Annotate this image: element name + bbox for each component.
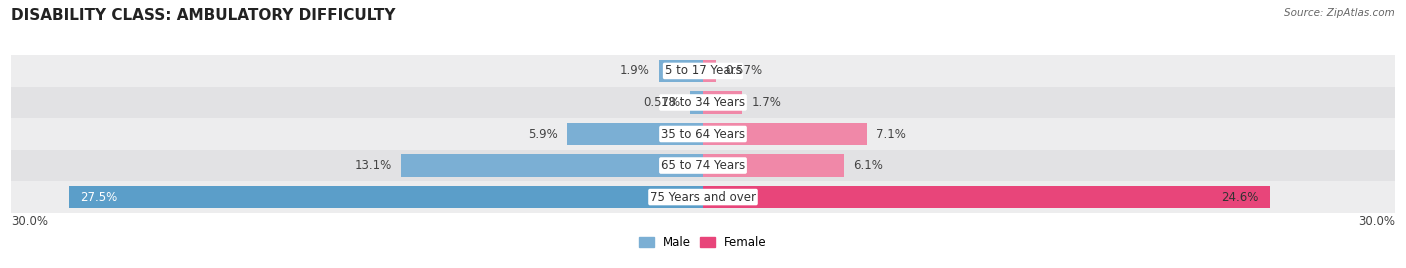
Text: 27.5%: 27.5%: [80, 191, 118, 204]
Bar: [659, 59, 703, 82]
Bar: [703, 186, 1270, 209]
Bar: [703, 91, 742, 114]
Text: 0.57%: 0.57%: [725, 64, 762, 77]
Text: 75 Years and over: 75 Years and over: [650, 191, 756, 204]
Bar: [11, 150, 1395, 181]
Text: 30.0%: 30.0%: [11, 215, 48, 228]
Bar: [401, 154, 703, 177]
Text: 13.1%: 13.1%: [354, 159, 392, 172]
Bar: [690, 91, 703, 114]
Text: 24.6%: 24.6%: [1222, 191, 1258, 204]
Text: 7.1%: 7.1%: [876, 128, 905, 140]
Bar: [703, 154, 844, 177]
Text: 18 to 34 Years: 18 to 34 Years: [661, 96, 745, 109]
Bar: [567, 123, 703, 145]
Text: 5 to 17 Years: 5 to 17 Years: [665, 64, 741, 77]
Text: 1.9%: 1.9%: [620, 64, 650, 77]
Bar: [11, 55, 1395, 87]
Text: 30.0%: 30.0%: [1358, 215, 1395, 228]
Text: 1.7%: 1.7%: [751, 96, 782, 109]
Text: 35 to 64 Years: 35 to 64 Years: [661, 128, 745, 140]
Text: 65 to 74 Years: 65 to 74 Years: [661, 159, 745, 172]
Text: DISABILITY CLASS: AMBULATORY DIFFICULTY: DISABILITY CLASS: AMBULATORY DIFFICULTY: [11, 8, 395, 23]
Bar: [11, 181, 1395, 213]
Text: 0.57%: 0.57%: [644, 96, 681, 109]
Bar: [11, 118, 1395, 150]
Bar: [703, 123, 866, 145]
Bar: [703, 59, 716, 82]
Text: 5.9%: 5.9%: [529, 128, 558, 140]
Bar: [11, 87, 1395, 118]
Text: 6.1%: 6.1%: [853, 159, 883, 172]
Legend: Male, Female: Male, Female: [634, 231, 772, 254]
Text: Source: ZipAtlas.com: Source: ZipAtlas.com: [1284, 8, 1395, 18]
Bar: [69, 186, 703, 209]
